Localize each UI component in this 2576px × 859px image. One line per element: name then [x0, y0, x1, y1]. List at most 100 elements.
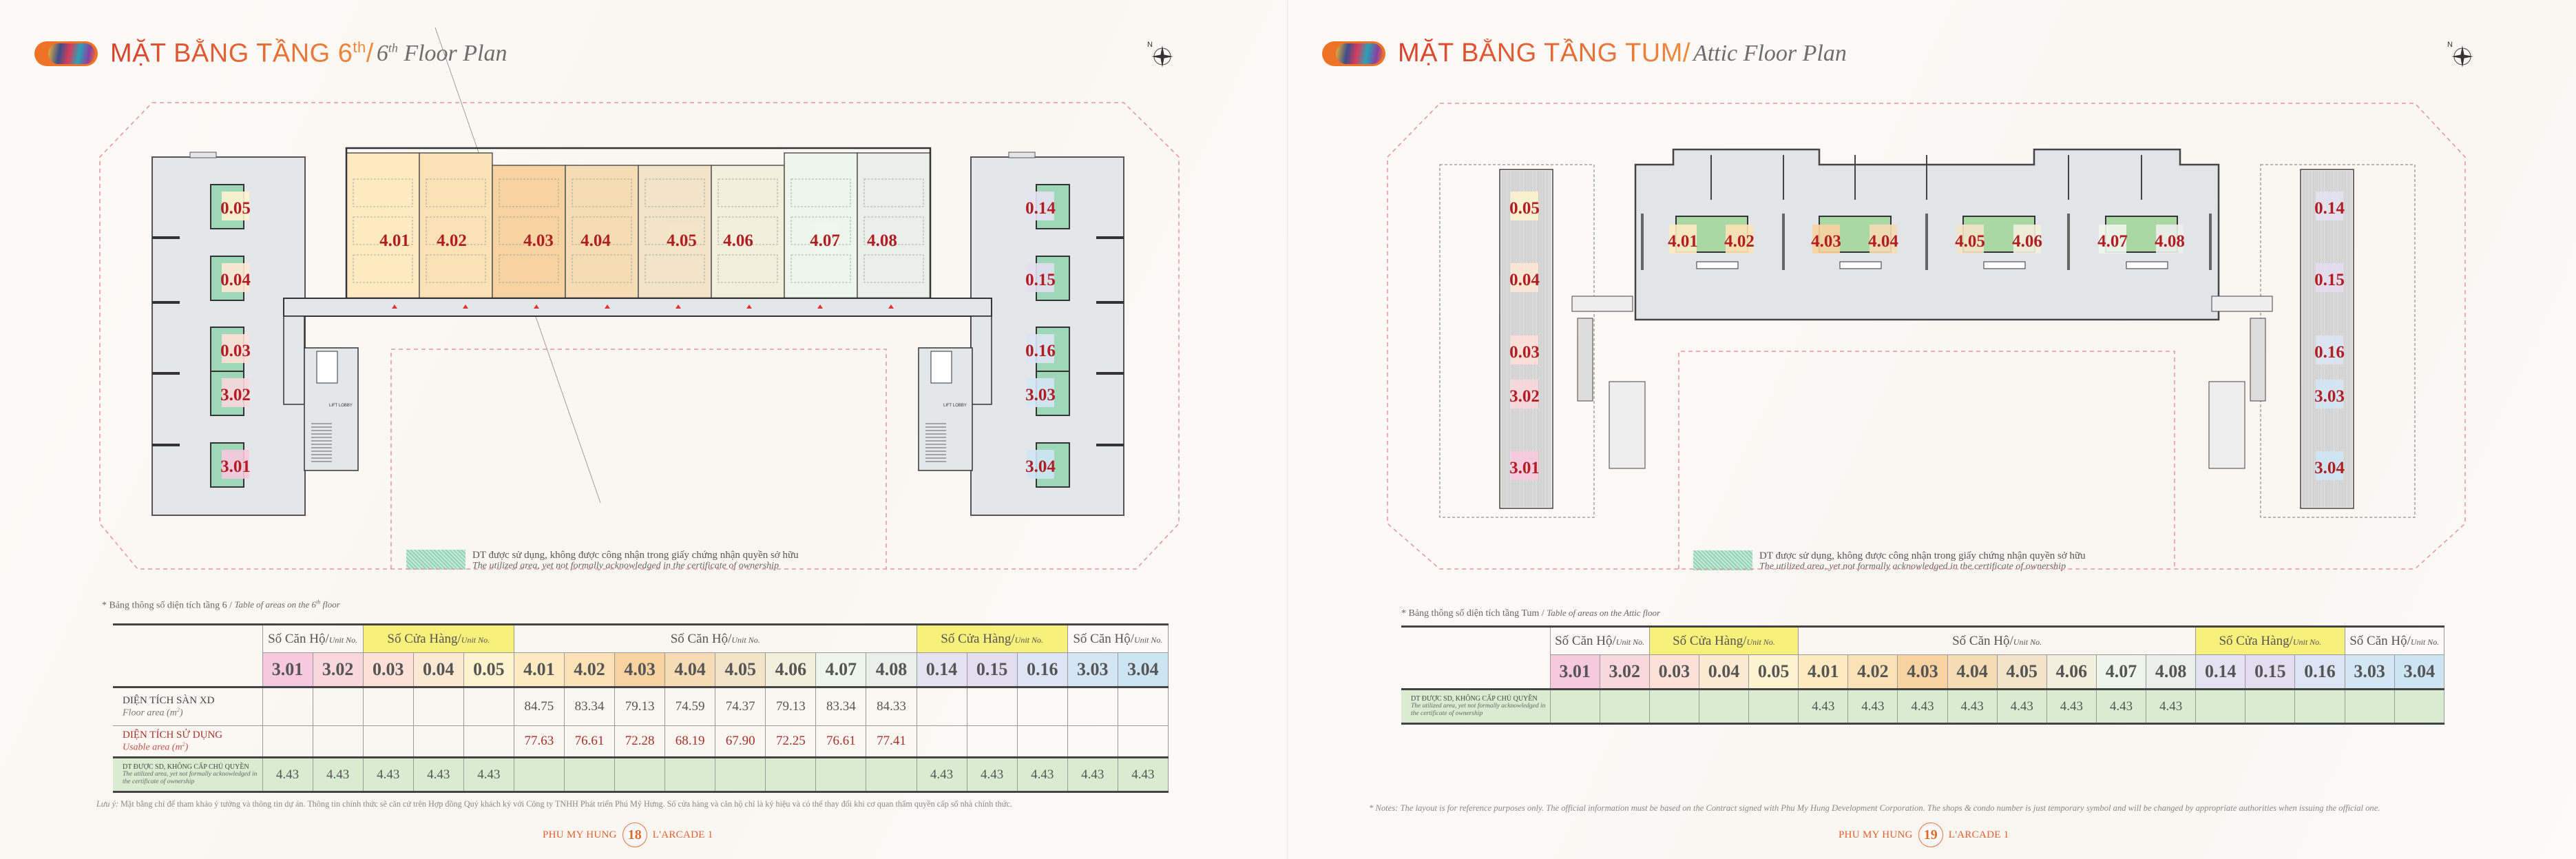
table-cell — [1067, 686, 1118, 726]
table-cell — [866, 756, 917, 793]
column-group-apt: Số Căn Hộ/Unit No. — [262, 623, 364, 653]
table-cell: 4.43 — [2145, 688, 2197, 725]
table-cell — [312, 725, 364, 758]
unit-header: 3.01 — [262, 652, 313, 687]
unit-label: 0.03 — [1509, 343, 1540, 362]
unit-label: 4.05 — [1955, 232, 1985, 251]
column-group-shop: Số Cửa Hàng/Unit No. — [1648, 625, 1799, 655]
unit-label: 0.03 — [220, 342, 251, 360]
table-cell — [614, 756, 666, 793]
row-label: DIỆN TÍCH SỬ DỤNG Usable area (m2) — [113, 725, 263, 758]
table-cell: 83.34 — [815, 686, 867, 726]
plan-6th-floor: LIFT LOBBY LIFT LOBBY 0.05 0.04 0.03 3.02 3.01… — [99, 27, 1180, 570]
table-cell: 72.25 — [765, 725, 817, 758]
unit-header: 0.16 — [2294, 654, 2345, 690]
unit-label: 0.15 — [2314, 271, 2345, 289]
unit-label: 4.06 — [2012, 232, 2042, 251]
page-number: 18 — [622, 822, 647, 847]
unit-label: 4.03 — [1811, 232, 1841, 251]
column-group-apt: Số Căn Hộ/Unit No. — [1067, 623, 1169, 653]
page-folio: PHU MY HUNG 19 L'ARCADE 1 — [1839, 822, 2009, 847]
table-cell — [2245, 688, 2296, 725]
unit-label: 0.05 — [1509, 199, 1540, 218]
table-cell: 4.43 — [1947, 688, 1998, 725]
unit-header: 0.15 — [966, 652, 1018, 687]
column-group-shop: Số Cửa Hàng/Unit No. — [362, 623, 514, 653]
column-group-shop: Số Cửa Hàng/Unit No. — [2195, 625, 2345, 655]
unit-header: 3.02 — [312, 652, 364, 687]
unit-label: 3.04 — [1025, 457, 1056, 476]
unit-header: 0.03 — [1648, 654, 1699, 690]
unit-label: 4.02 — [437, 231, 467, 250]
unit-header: 3.04 — [1117, 652, 1169, 687]
table-cell — [1599, 688, 1650, 725]
table-cell: 4.43 — [1016, 756, 1068, 793]
unit-header: 3.04 — [2394, 654, 2445, 690]
table-row: DIỆN TÍCH SỬ DỤNG Usable area (m2) 77.63 76… — [113, 725, 1169, 758]
page-19: MẶT BẰNG TẦNG TUM/ Attic Floor Plan N DT… — [1288, 0, 2576, 859]
table-cell: 4.43 — [1897, 688, 1948, 725]
unit-label: 0.16 — [2314, 343, 2345, 362]
area-table-6th-floor: Số Căn Hộ/Unit No. Số Cửa Hàng/Unit No. Số… — [113, 623, 1169, 793]
table-cell: 83.34 — [563, 686, 616, 726]
table-cell: 79.13 — [765, 686, 817, 726]
unit-label: 3.03 — [1025, 386, 1056, 404]
table-cell — [362, 686, 414, 726]
table-cell — [563, 756, 616, 793]
table-cell — [1016, 686, 1068, 726]
table-cell: 77.63 — [513, 725, 565, 758]
lift-lobby-label: LIFT LOBBY — [943, 404, 967, 408]
table-cell: 76.61 — [815, 725, 867, 758]
unit-label: 0.14 — [2314, 199, 2345, 218]
legend: DT được sử dụng, không được công nhận tr… — [406, 550, 799, 572]
unit-header: 0.04 — [412, 652, 464, 687]
table-cell: 84.75 — [513, 686, 565, 726]
table-cell — [1117, 686, 1169, 726]
unit-header: 4.07 — [815, 652, 867, 687]
table-cell — [2394, 688, 2445, 725]
table-cell — [463, 725, 514, 758]
unit-header: 0.15 — [2245, 654, 2296, 690]
unit-header: 0.16 — [1016, 652, 1068, 687]
page-folio: PHU MY HUNG 18 L'ARCADE 1 — [543, 822, 713, 847]
unit-header: 4.02 — [1847, 654, 1898, 690]
unit-header: 4.03 — [614, 652, 666, 687]
unit-header: 4.07 — [2095, 654, 2147, 690]
unit-label: 3.02 — [220, 386, 251, 404]
row-label: DIỆN TÍCH SÀN XD Floor area (m2) — [113, 686, 263, 726]
table-cell — [916, 725, 967, 758]
title-en: 6th Floor Plan — [376, 40, 507, 66]
table-cell — [1748, 688, 1799, 725]
page-title: MẶT BẰNG TẦNG 6th/ 6th Floor Plan — [34, 39, 507, 69]
unit-header: 0.04 — [1698, 654, 1750, 690]
unit-label: 4.07 — [2097, 232, 2128, 251]
unit-header: 3.02 — [1599, 654, 1650, 690]
unit-header: 4.08 — [866, 652, 917, 687]
table-cell — [1648, 688, 1699, 725]
unit-label: 4.04 — [1868, 232, 1898, 251]
unit-header: 4.06 — [765, 652, 817, 687]
column-group-apt: Số Căn Hộ/Unit No. — [1798, 625, 2197, 655]
row-label: DT ĐƯỢC SD, KHÔNG CẤP CHỦ QUYỀN The utili… — [113, 756, 263, 793]
unit-header: 4.08 — [2145, 654, 2197, 690]
north-compass-icon: N — [2447, 41, 2473, 68]
unit-label: 0.04 — [1509, 271, 1540, 289]
table-cell: 4.43 — [1117, 756, 1169, 793]
row-label: DT ĐƯỢC SD, KHÔNG CẤP CHỦ QUYỀN The utili… — [1401, 688, 1551, 725]
table-cell: 4.43 — [916, 756, 967, 793]
table-caption: * Bảng thông số diện tích tầng Tum / Tab… — [1401, 608, 1661, 619]
table-cell — [513, 756, 565, 793]
unit-header: 0.14 — [2195, 654, 2246, 690]
unit-label: 4.06 — [723, 231, 753, 250]
unit-header: 3.01 — [1549, 654, 1600, 690]
unit-label: 0.15 — [1025, 271, 1056, 289]
table-cell — [815, 756, 867, 793]
table-cell: 68.19 — [664, 725, 716, 758]
table-cell: 4.43 — [1067, 756, 1118, 793]
unit-header: 4.06 — [2046, 654, 2097, 690]
unit-header: 4.05 — [715, 652, 766, 687]
utilized-area-swatch — [406, 550, 465, 570]
table-cell: 4.43 — [412, 756, 464, 793]
brand-logo — [1322, 41, 1385, 66]
area-table-attic-floor: Số Căn Hộ/Unit No. Số Cửa Hàng/Unit No. Số… — [1401, 625, 2445, 725]
